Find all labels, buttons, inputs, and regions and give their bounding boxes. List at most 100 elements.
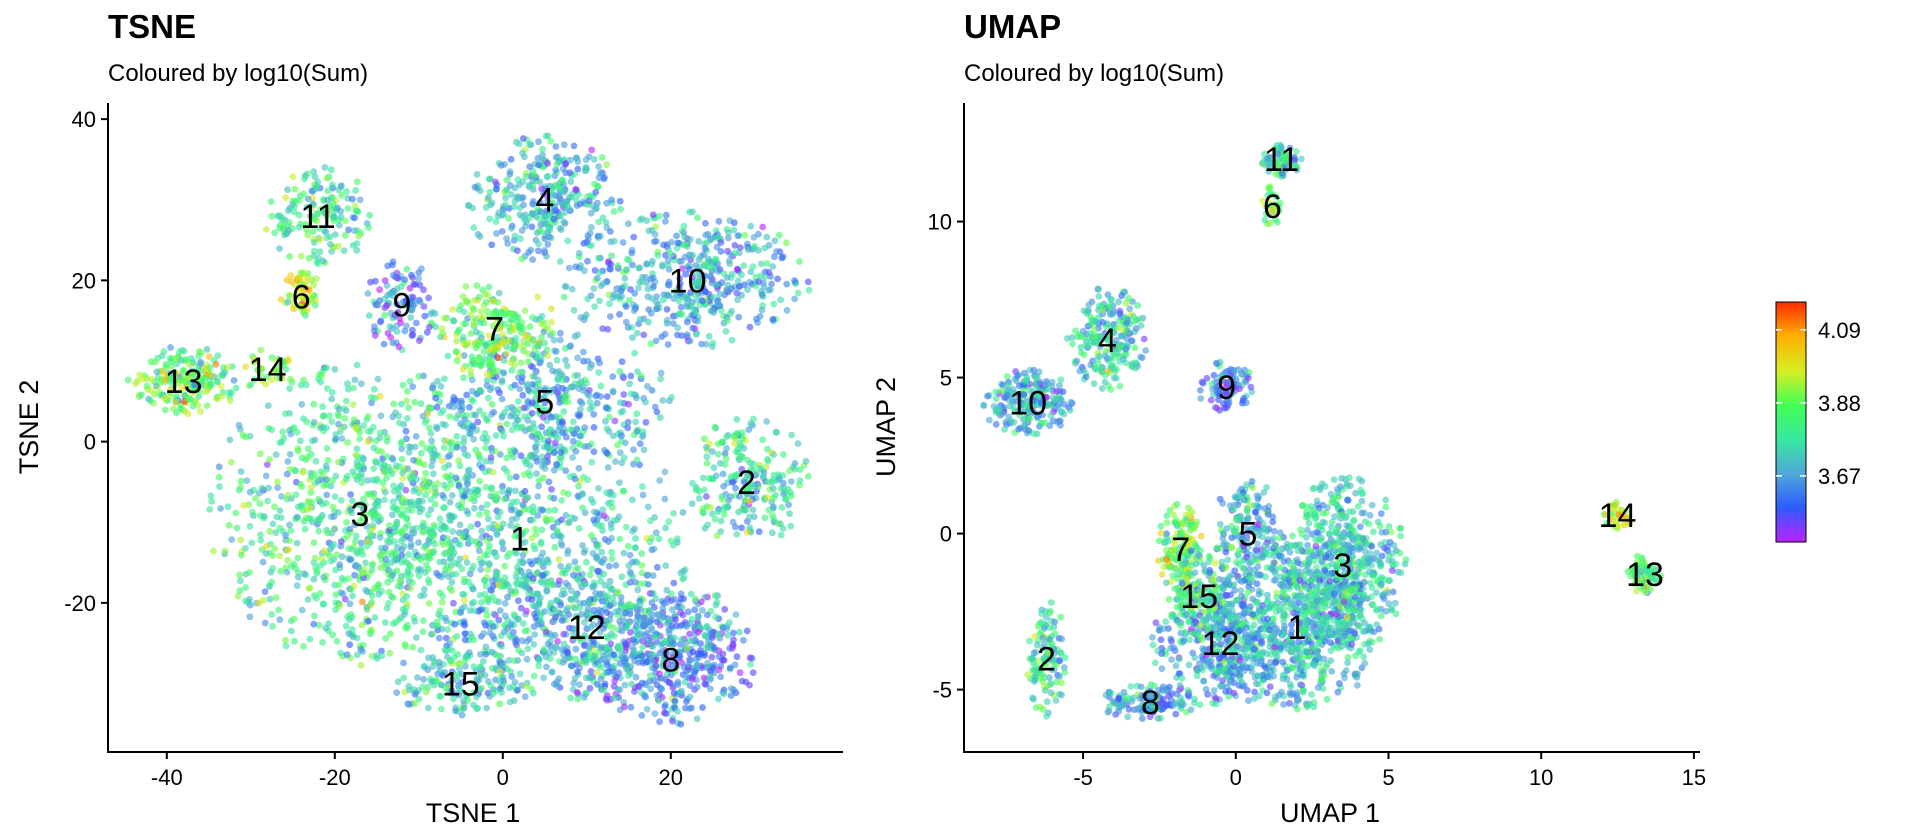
point bbox=[335, 242, 342, 250]
point bbox=[402, 643, 409, 650]
point bbox=[318, 372, 325, 380]
point bbox=[421, 419, 429, 426]
point bbox=[319, 413, 327, 420]
point bbox=[282, 642, 290, 650]
point bbox=[624, 323, 632, 331]
point bbox=[197, 408, 204, 415]
cluster-label-1: 1 bbox=[510, 520, 529, 558]
point bbox=[633, 428, 641, 435]
point bbox=[381, 311, 389, 319]
point bbox=[375, 590, 383, 598]
point bbox=[283, 568, 291, 576]
point bbox=[593, 680, 601, 688]
point bbox=[486, 215, 494, 223]
point bbox=[476, 361, 484, 369]
point bbox=[482, 582, 490, 590]
point bbox=[494, 652, 502, 660]
point bbox=[590, 516, 598, 524]
point bbox=[452, 570, 460, 578]
point bbox=[599, 506, 607, 513]
point bbox=[533, 440, 541, 448]
point bbox=[525, 589, 533, 597]
point bbox=[310, 620, 318, 628]
point bbox=[474, 230, 482, 238]
point bbox=[447, 480, 455, 488]
point bbox=[496, 607, 504, 614]
point bbox=[632, 418, 640, 426]
point bbox=[291, 637, 298, 645]
point bbox=[697, 647, 704, 654]
point bbox=[276, 212, 284, 220]
point bbox=[484, 515, 492, 523]
point bbox=[181, 407, 189, 415]
point bbox=[438, 457, 446, 465]
point bbox=[560, 293, 568, 301]
point bbox=[616, 310, 623, 318]
point bbox=[510, 657, 518, 664]
point bbox=[505, 656, 513, 664]
point bbox=[277, 514, 285, 521]
point bbox=[703, 622, 711, 630]
point bbox=[575, 482, 582, 490]
point bbox=[758, 291, 766, 299]
point bbox=[332, 606, 339, 614]
point bbox=[674, 708, 681, 715]
point bbox=[475, 293, 483, 301]
point bbox=[289, 173, 297, 181]
point bbox=[560, 396, 568, 404]
point bbox=[571, 674, 579, 682]
cluster-label-12: 12 bbox=[568, 609, 606, 647]
point bbox=[512, 573, 520, 581]
point bbox=[572, 448, 580, 455]
point bbox=[341, 415, 349, 422]
point bbox=[374, 502, 382, 510]
point bbox=[499, 545, 507, 553]
point bbox=[320, 482, 328, 490]
point bbox=[747, 661, 754, 668]
point bbox=[686, 630, 693, 638]
point bbox=[575, 525, 583, 532]
point bbox=[735, 283, 743, 290]
point bbox=[763, 418, 770, 425]
point bbox=[521, 693, 529, 701]
point bbox=[534, 590, 542, 598]
point bbox=[259, 558, 267, 566]
point bbox=[343, 651, 351, 659]
point bbox=[499, 520, 507, 528]
cluster-label-4: 4 bbox=[535, 182, 554, 220]
point bbox=[650, 545, 658, 553]
point bbox=[290, 615, 298, 623]
point bbox=[765, 506, 773, 514]
point bbox=[720, 483, 727, 490]
point bbox=[588, 565, 596, 573]
point bbox=[508, 426, 516, 434]
point bbox=[732, 484, 739, 492]
point bbox=[357, 661, 365, 669]
point bbox=[404, 465, 412, 472]
point bbox=[310, 418, 318, 426]
point bbox=[622, 609, 630, 617]
point bbox=[600, 512, 608, 520]
point bbox=[376, 534, 384, 541]
point bbox=[236, 577, 244, 585]
point bbox=[783, 239, 790, 247]
point bbox=[519, 135, 527, 142]
point bbox=[535, 161, 542, 169]
point bbox=[777, 531, 785, 539]
point bbox=[553, 461, 561, 469]
point bbox=[461, 596, 468, 604]
point bbox=[476, 511, 483, 518]
point bbox=[289, 201, 297, 209]
point bbox=[543, 253, 550, 260]
point bbox=[280, 222, 287, 230]
point bbox=[710, 464, 718, 472]
point bbox=[269, 552, 277, 559]
point bbox=[564, 490, 572, 498]
point bbox=[580, 549, 588, 556]
point bbox=[657, 375, 664, 383]
point bbox=[701, 245, 709, 253]
point bbox=[663, 620, 671, 628]
point bbox=[573, 202, 581, 209]
point bbox=[578, 400, 586, 407]
